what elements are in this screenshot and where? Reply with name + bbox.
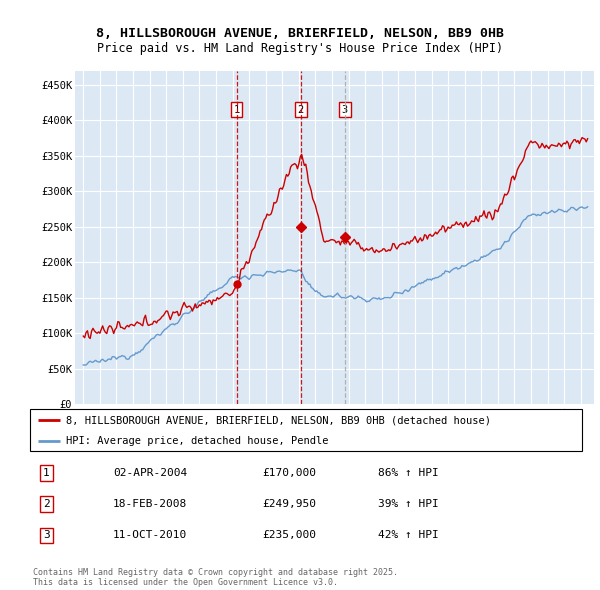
Text: 86% ↑ HPI: 86% ↑ HPI	[378, 468, 439, 478]
Text: HPI: Average price, detached house, Pendle: HPI: Average price, detached house, Pend…	[66, 436, 328, 445]
Text: 8, HILLSBOROUGH AVENUE, BRIERFIELD, NELSON, BB9 0HB: 8, HILLSBOROUGH AVENUE, BRIERFIELD, NELS…	[96, 27, 504, 40]
Text: 3: 3	[342, 105, 348, 115]
Text: Contains HM Land Registry data © Crown copyright and database right 2025.
This d: Contains HM Land Registry data © Crown c…	[33, 568, 398, 587]
Text: 42% ↑ HPI: 42% ↑ HPI	[378, 530, 439, 540]
Text: £235,000: £235,000	[262, 530, 316, 540]
Text: Price paid vs. HM Land Registry's House Price Index (HPI): Price paid vs. HM Land Registry's House …	[97, 42, 503, 55]
Text: 2: 2	[298, 105, 304, 115]
Text: 1: 1	[233, 105, 240, 115]
Text: 1: 1	[43, 468, 50, 478]
Text: £249,950: £249,950	[262, 499, 316, 509]
Text: 39% ↑ HPI: 39% ↑ HPI	[378, 499, 439, 509]
Text: 02-APR-2004: 02-APR-2004	[113, 468, 187, 478]
Text: 8, HILLSBOROUGH AVENUE, BRIERFIELD, NELSON, BB9 0HB (detached house): 8, HILLSBOROUGH AVENUE, BRIERFIELD, NELS…	[66, 415, 491, 425]
Text: 18-FEB-2008: 18-FEB-2008	[113, 499, 187, 509]
FancyBboxPatch shape	[30, 409, 582, 451]
Text: 3: 3	[43, 530, 50, 540]
Text: 2: 2	[43, 499, 50, 509]
Text: 11-OCT-2010: 11-OCT-2010	[113, 530, 187, 540]
Text: £170,000: £170,000	[262, 468, 316, 478]
